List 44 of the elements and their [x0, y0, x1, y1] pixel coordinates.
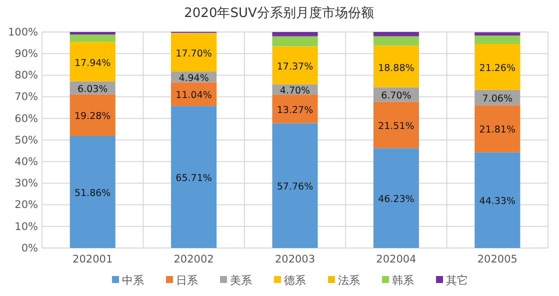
- data-label: 57.76%: [276, 182, 314, 193]
- data-label: 51.86%: [74, 188, 111, 199]
- data-label: 19.28%: [74, 111, 111, 122]
- data-label: 21.81%: [479, 124, 516, 136]
- y-tick-label: 100%: [8, 26, 38, 38]
- y-tick-label: 40%: [14, 156, 38, 168]
- legend-label: 日系: [176, 274, 198, 287]
- legend-label: 其它: [446, 274, 468, 287]
- y-tick-label: 30%: [14, 178, 38, 190]
- legend-label: 美系: [230, 274, 252, 287]
- data-label: 65.71%: [176, 173, 212, 184]
- data-label: 17.70%: [176, 48, 212, 60]
- y-tick-label: 10%: [14, 220, 38, 233]
- y-tick-label: 20%: [14, 199, 38, 212]
- x-tick-label: 202004: [376, 253, 417, 266]
- y-tick-label: 70%: [14, 91, 38, 104]
- x-tick-label: 202002: [174, 253, 214, 266]
- data-label: 21.26%: [479, 62, 516, 74]
- legend-label: 中系: [122, 274, 144, 287]
- y-tick-label: 80%: [14, 70, 38, 82]
- data-label: 4.70%: [280, 86, 310, 96]
- data-label: 18.88%: [378, 62, 414, 74]
- y-tick-label: 50%: [14, 134, 38, 146]
- data-label: 17.37%: [276, 62, 314, 73]
- legend-label: 德系: [284, 274, 306, 287]
- data-label: 4.94%: [178, 72, 209, 84]
- chart-title: 2020年SUV分系别月度市场份额: [184, 5, 374, 21]
- legend-label: 韩系: [392, 274, 414, 287]
- data-label: 44.33%: [479, 196, 516, 208]
- legend-label: 法系: [338, 274, 360, 287]
- y-tick-label: 60%: [14, 112, 38, 125]
- x-tick-label: 202001: [72, 253, 113, 266]
- data-label: 13.27%: [276, 104, 314, 116]
- data-label: 21.51%: [378, 120, 414, 132]
- data-label: 17.94%: [74, 58, 111, 69]
- data-label: 6.70%: [381, 90, 412, 102]
- x-tick-label: 202003: [274, 253, 316, 266]
- data-label: 6.03%: [78, 84, 108, 95]
- y-tick-label: 0%: [21, 242, 38, 254]
- data-label: 11.04%: [176, 90, 212, 102]
- x-tick-label: 202005: [477, 253, 518, 266]
- data-label: 7.06%: [482, 94, 512, 105]
- data-label: 46.23%: [378, 194, 414, 206]
- y-tick-label: 90%: [14, 48, 38, 60]
